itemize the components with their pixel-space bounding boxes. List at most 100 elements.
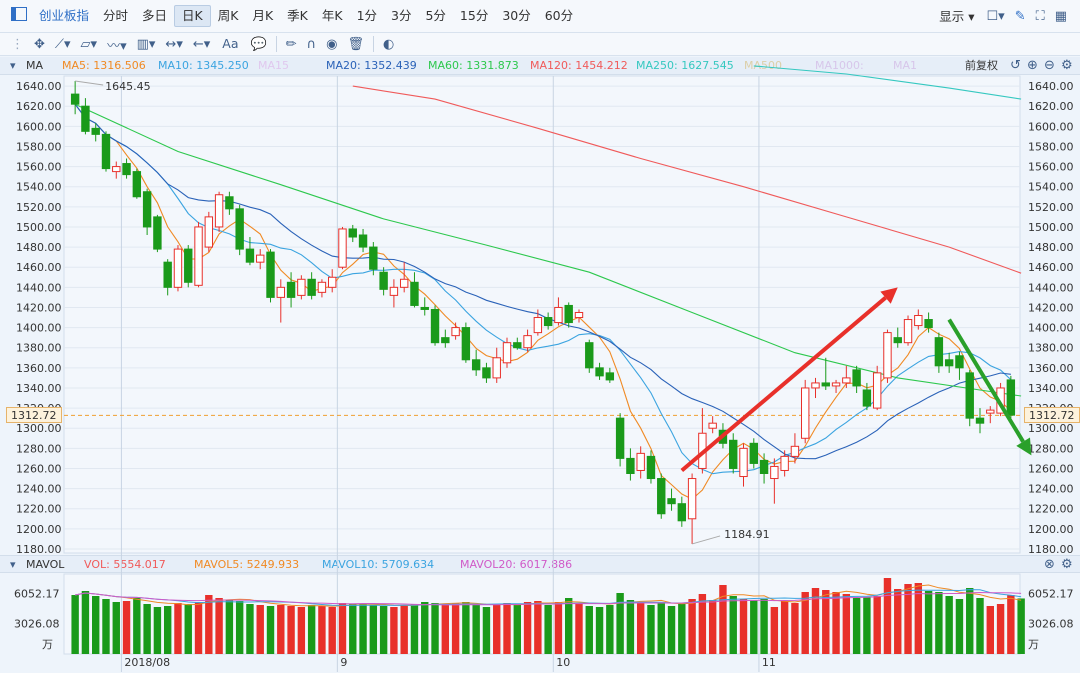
fib-tool-icon[interactable]: ▥▾: [136, 36, 156, 52]
grid-icon[interactable]: ▦: [1054, 9, 1067, 24]
period-tab[interactable]: 分时: [103, 8, 129, 23]
toggle-icon[interactable]: ◐: [382, 36, 395, 52]
y-tick-label-right: 1560.00: [1028, 161, 1074, 174]
channel-tool-icon[interactable]: ▱▾: [80, 36, 98, 52]
mavol-legend-item: MAVOL5: 5249.933: [194, 558, 300, 571]
range-tool-icon[interactable]: ↔▾: [165, 36, 183, 52]
y-tick-label-left: 1240.00: [16, 483, 62, 496]
display-controls: 显示 ▾ ☐▾ ✎ ⛶ ▦: [932, 0, 1072, 33]
wave-tool-icon[interactable]: 〰▾: [107, 38, 127, 54]
candle: [132, 168, 142, 199]
arrow-head: [1016, 437, 1032, 456]
sidebar-toggle-icon[interactable]: [6, 7, 32, 25]
period-tab[interactable]: 15分: [459, 8, 489, 23]
magnet-icon[interactable]: ∩: [306, 36, 317, 52]
volume-plot-area: [63, 573, 1021, 655]
close-icon[interactable]: ⊗: [1044, 557, 1055, 572]
y-tick-label-right: 1240.00: [1028, 483, 1074, 496]
candle-body: [831, 382, 841, 387]
candle-body: [399, 278, 409, 288]
candle: [677, 496, 687, 527]
text-tool[interactable]: Aa: [222, 36, 239, 51]
period-tab[interactable]: 季K: [287, 8, 308, 23]
settings-icon[interactable]: ⚙: [1061, 557, 1073, 572]
ma-title: MA: [26, 59, 44, 72]
zoom-in-icon[interactable]: ⊕: [1027, 58, 1038, 73]
period-tab[interactable]: 多日: [142, 8, 168, 23]
y-tick-label-left: 1420.00: [16, 301, 62, 314]
period-tab[interactable]: 月K: [252, 8, 274, 23]
candle-body: [677, 503, 687, 522]
period-tab[interactable]: 60分: [544, 8, 574, 23]
candle: [975, 408, 985, 434]
collapse-icon[interactable]: ▾: [10, 558, 16, 571]
period-tab[interactable]: 年K: [321, 8, 343, 23]
brush-icon[interactable]: ✎: [1014, 9, 1026, 24]
volume-bar: [678, 604, 686, 654]
settings-icon[interactable]: ⚙: [1061, 58, 1073, 73]
square-dropdown-icon[interactable]: ☐▾: [986, 9, 1005, 24]
ma-legend-item: MA60: 1331.873: [428, 59, 519, 72]
candle-body: [173, 248, 183, 288]
mavol-legend-bar: ▾ MAVOL VOL: 5554.017 MAVOL5: 5249.933 MAV…: [0, 555, 1080, 573]
volume-bar: [935, 592, 943, 654]
volume-bar: [996, 604, 1005, 654]
volume-bar: [863, 597, 871, 654]
adjust-mode[interactable]: 前复权: [965, 59, 998, 72]
candle: [389, 279, 399, 308]
period-tab[interactable]: 5分: [425, 8, 446, 23]
collapse-icon[interactable]: ▾: [10, 59, 16, 72]
candle: [780, 450, 789, 477]
y-tick-label-right: 1520.00: [1028, 201, 1074, 214]
zoom-out-icon[interactable]: ⊖: [1044, 58, 1055, 73]
y-tick-label-left: 1620.00: [16, 100, 62, 113]
candle-body: [81, 105, 90, 132]
volume-bar: [647, 605, 655, 654]
period-tab[interactable]: 周K: [217, 8, 239, 23]
eye-icon[interactable]: ◉: [326, 36, 338, 52]
period-tab[interactable]: 1分: [356, 8, 378, 23]
candle-body: [842, 377, 851, 384]
y-tick-label-left: 1480.00: [16, 241, 62, 254]
comment-icon[interactable]: 💬: [250, 36, 267, 52]
period-tab[interactable]: 日K: [174, 5, 211, 27]
candle-body: [893, 337, 902, 344]
volume-bar: [770, 607, 779, 654]
candle-body: [112, 166, 121, 173]
candle-body: [297, 278, 306, 296]
volume-bar: [904, 584, 912, 654]
volume-bar: [534, 601, 542, 654]
candle-body: [70, 93, 80, 105]
volume-bar: [739, 599, 748, 654]
display-label: 显示: [939, 8, 965, 24]
candle-body: [821, 382, 830, 387]
candle: [605, 367, 615, 383]
move-icon[interactable]: ✥: [34, 36, 45, 52]
volume-bar: [976, 598, 984, 654]
pen-icon[interactable]: ✏: [285, 36, 297, 52]
volume-bar: [246, 604, 254, 654]
candle: [790, 433, 800, 464]
candle: [533, 309, 543, 336]
candle-body: [194, 226, 203, 286]
volume-bar: [667, 606, 676, 654]
candle: [523, 329, 532, 352]
candle: [184, 245, 193, 288]
y-tick-label-left: 1260.00: [16, 462, 62, 475]
y-tick-label-left: 1340.00: [16, 382, 62, 395]
volume-bar: [852, 598, 861, 654]
line-tool-icon[interactable]: ⟋▾: [54, 36, 71, 52]
undo-icon[interactable]: ↺: [1010, 58, 1021, 73]
candle-body: [214, 194, 224, 228]
display-dropdown[interactable]: 显示 ▾: [939, 8, 975, 24]
volume-bar: [750, 600, 758, 654]
candle-body: [256, 254, 265, 263]
fullscreen-icon[interactable]: ⛶: [1035, 9, 1045, 24]
period-tab[interactable]: 30分: [502, 8, 531, 23]
volume-bar: [523, 602, 532, 654]
arrow-tool-icon[interactable]: ←▾: [192, 36, 211, 52]
trash-icon[interactable]: 🗑: [347, 36, 364, 52]
period-tab[interactable]: 3分: [391, 8, 412, 23]
index-name[interactable]: 创业板指: [39, 8, 90, 23]
